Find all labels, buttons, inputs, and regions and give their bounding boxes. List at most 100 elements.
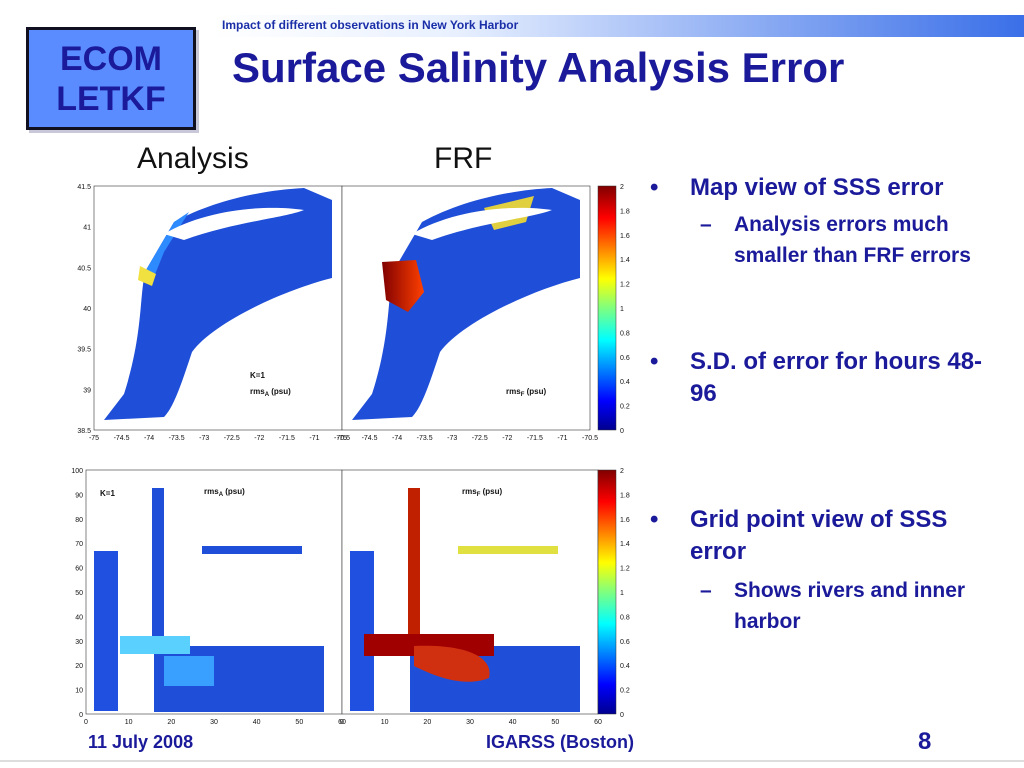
grid-analysis-river [152, 488, 164, 648]
map_view-colorbar-tick: 0.6 [620, 355, 630, 362]
logo-line-1: ECOM [60, 39, 162, 78]
grid_view-x-tick-left: 60 [338, 719, 346, 726]
grid_view-x-tick-right: 0 [340, 719, 344, 726]
banner-text: Impact of different observations in New … [222, 18, 519, 32]
subbullet-1-marker: – [700, 213, 712, 236]
map_view-x-tick-right: -71 [557, 435, 567, 442]
map-frf-var-label: rmsF (psu) [506, 387, 546, 398]
map_view-x-tick-right: -73 [447, 435, 457, 442]
grid_view-x-tick-right: 30 [466, 719, 474, 726]
map_view-x-tick-right: -75 [337, 435, 347, 442]
grid_view-colorbar-tick: 1.2 [620, 566, 630, 573]
grid_view-x-tick-right: 10 [381, 719, 389, 726]
map_view-x-tick-left: -71 [309, 435, 319, 442]
map_view-colorbar-tick: 1.4 [620, 257, 630, 264]
map_view-y-tick: 40.5 [77, 265, 91, 272]
map_view-y-tick: 41.5 [77, 184, 91, 191]
grid_view-y-tick: 30 [75, 639, 83, 646]
grid-analysis-k-label: K=1 [100, 489, 115, 498]
bullet-1-marker: • [650, 174, 659, 201]
map_view-y-tick: 39.5 [77, 347, 91, 354]
grid-frf-upper-band [458, 546, 558, 554]
bullet-2-text: S.D. of error for hours 48-96 [690, 348, 983, 407]
map_view-x-tick-right: -73.5 [417, 435, 433, 442]
footer-date: 11 July 2008 [88, 732, 194, 752]
map_view-y-tick: 41 [83, 225, 91, 232]
map_view-colorbar-tick: 2 [620, 184, 624, 191]
grid_view-x-tick-left: 10 [125, 719, 133, 726]
subbullet-1-text: Analysis errors much smaller than FRF er… [734, 213, 971, 267]
grid_view-colorbar-tick: 0.4 [620, 663, 630, 670]
map_view-y-tick: 38.5 [77, 428, 91, 435]
grid_view-y-tick: 40 [75, 614, 83, 621]
grid_view-colorbar-tick: 0.8 [620, 614, 630, 621]
grid_view-colorbar-tick: 1.8 [620, 492, 630, 499]
map-colorbar [597, 185, 617, 431]
grid_view-y-tick: 90 [75, 492, 83, 499]
map-frf-hotspot [382, 260, 424, 312]
grid_view-colorbar-tick: 1.4 [620, 541, 630, 548]
map-frf-field [352, 188, 580, 420]
map_view-colorbar-tick: 0.8 [620, 330, 630, 337]
map_view-y-tick: 39 [83, 387, 91, 394]
grid_view-x-tick-left: 30 [210, 719, 218, 726]
map_view-colorbar-tick: 1.2 [620, 282, 630, 289]
grid_view-colorbar-tick: 2 [620, 468, 624, 475]
page-title: Surface Salinity Analysis Error [232, 44, 845, 91]
grid_view-x-tick-left: 20 [167, 719, 175, 726]
map-analysis-k-label: K=1 [250, 371, 265, 380]
bullet-3-text: Grid point view of SSS error [690, 506, 948, 565]
subbullet-3-marker: – [700, 579, 712, 602]
grid-colorbar [597, 469, 617, 715]
grid-view-figure: 100 90 80 70 60 50 40 30 20 10 0 0 10 20 30 40 50 60 0 10 20… [64, 466, 644, 734]
grid-frf-var-label: rmsF (psu) [462, 487, 502, 498]
grid_view-colorbar-tick: 0 [620, 712, 624, 719]
map_view-colorbar-tick: 0.4 [620, 379, 630, 386]
map-analysis-island [164, 207, 304, 240]
logo-box: ECOM LETKF [26, 27, 196, 130]
column-heading-frf: FRF [434, 142, 493, 175]
map_view-x-tick-left: -70.5 [334, 435, 350, 442]
map_view-x-tick-right: -71.5 [527, 435, 543, 442]
grid_view-y-tick: 70 [75, 541, 83, 548]
map_view-x-tick-left: -73 [199, 435, 209, 442]
map_view-x-tick-right: -74 [392, 435, 402, 442]
grid_view-y-tick: 60 [75, 566, 83, 573]
map_view-x-tick-left: -75 [89, 435, 99, 442]
bullet-2-marker: • [650, 348, 659, 375]
grid_view-colorbar-tick: 0.6 [620, 639, 630, 646]
grid-frf-plume [414, 645, 490, 682]
map_view-x-tick-left: -71.5 [279, 435, 295, 442]
grid_view-y-tick: 50 [75, 590, 83, 597]
grid-analysis-harbor [120, 636, 190, 654]
grid_view-x-tick-left: 50 [295, 719, 303, 726]
map_view-x-tick-left: -73.5 [169, 435, 185, 442]
bullet-1-text: Map view of SSS error [690, 174, 944, 201]
map_view-y-tick: 40 [83, 306, 91, 313]
bullet-3-marker: • [650, 506, 659, 533]
map-view-figure: 41.5 41 40.5 40 39.5 39 38.5 -75 -74.5 -74 -73.5 -7… [64, 182, 644, 450]
map_view-x-tick-right: -70.5 [582, 435, 598, 442]
grid_view-colorbar-tick: 1 [620, 590, 624, 597]
subbullet-3-text: Shows rivers and inner harbor [734, 579, 966, 633]
map-frf-island [412, 207, 552, 240]
map-analysis-var-label: rmsA (psu) [250, 387, 291, 398]
grid_view-x-tick-left: 0 [84, 719, 88, 726]
grid-frf-river [408, 488, 420, 648]
footer-divider [0, 760, 1024, 762]
grid_view-y-tick: 0 [79, 712, 83, 719]
grid_view-x-tick-right: 50 [551, 719, 559, 726]
logo-line-2: LETKF [56, 79, 166, 118]
map_view-x-tick-left: -72 [254, 435, 264, 442]
grid-frf-left-strip [350, 551, 374, 711]
map_view-colorbar-tick: 1 [620, 306, 624, 313]
grid_view-y-tick: 20 [75, 663, 83, 670]
map-analysis-highlight [146, 212, 189, 282]
header-banner: Impact of different observations in New … [212, 15, 1024, 37]
grid-analysis-upper-band [202, 546, 302, 554]
grid_view-y-tick: 100 [71, 468, 83, 475]
grid-analysis-left-strip [94, 551, 118, 711]
